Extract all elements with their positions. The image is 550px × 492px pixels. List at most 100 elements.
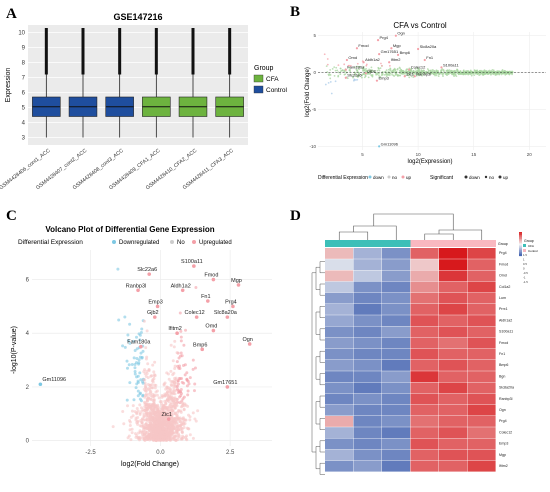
panel-c-point [151,392,155,396]
panel-b-point [377,66,380,69]
panel-c-point [151,427,155,431]
panel-b-labeled-point [440,66,443,69]
panel-d-heat-cell [439,292,468,304]
panel-b-point [371,69,373,71]
panel-c-point [171,359,175,363]
panel-c-point [123,315,127,319]
panel-b-point [368,70,371,73]
panel-d-heat-cell [353,292,382,304]
panel-c-point [138,430,142,434]
panel-c-y-tick-label: 0 [26,439,30,445]
panel-c-point [137,358,141,362]
panel-b-point [456,72,459,75]
panel-d-heat-cell [325,348,354,360]
panel-b-y-tick-label: 0 [313,70,316,75]
panel-b-legend-sig-down: down [469,175,480,180]
panel-c-point [133,410,137,414]
panel-c-labeled-point [211,328,216,333]
panel-c-point [157,396,161,400]
panel-d-heat-cell [325,427,354,438]
panel-c-point [128,424,132,428]
panel-d-heat-cell [353,427,382,438]
panel-c-point [151,380,155,384]
panel-d-heat-cell [382,248,411,259]
panel-b-point [385,75,388,78]
panel-c-point [131,404,135,408]
panel-c-point [137,362,141,366]
panel-d-heat-cell [410,292,439,304]
panel-c-point [142,432,146,436]
panel-c-point [152,436,156,440]
panel-b-y-tick-label: -10 [309,144,316,149]
panel-b-point [360,76,363,79]
panel-d-row-label: Prrx1 [499,307,508,311]
panel-c-point [143,383,147,387]
panel-b-point [370,70,373,73]
panel-c-point [185,434,189,438]
panel-c-point [176,364,180,368]
panel-b-point [430,70,432,73]
panel-d-scale-bar [519,238,522,240]
panel-c-point [146,362,150,366]
panel-d-heat-cell [410,449,439,461]
panel-c-point [180,429,184,433]
panel-c-point [154,383,158,387]
panel-d-heat-cell [325,292,354,304]
panel-d-heat-cell [382,382,411,394]
panel-d-heat-cell [467,259,496,270]
panel-b-point [401,70,404,73]
panel-c-point [165,385,169,389]
panel-d-heat-cell [353,259,382,270]
panel-d-heat-cell [467,393,496,405]
panel-b-points [318,53,546,95]
panel-c-point [185,371,189,375]
panel-c-point [179,335,183,339]
panel-b-point [348,69,351,71]
panel-b-point [328,73,331,75]
panel-c-point [160,395,164,399]
panel-c-point [122,422,126,426]
panel-c-labeled-point [136,288,140,293]
panel-b-gene-label: Fam180a [347,65,365,70]
panel-c-point [163,417,167,421]
panel-d-row-label: Aldh1a2 [499,318,512,322]
panel-c-gene-label: Aldh1a2 [171,283,191,289]
panel-c-labeled-point [206,299,210,303]
panel-c-point [170,426,174,430]
panel-d-legend-swatch-control [523,249,526,252]
panel-b-point [463,70,465,73]
panel-c-point [179,329,183,333]
panel-b-x-tick-label: 10 [416,152,422,157]
panel-c-point [135,347,139,351]
panel-d-scale-bar [519,243,522,245]
panel-b-point [469,71,472,74]
panel-c-point [168,421,172,425]
panel-b-point [414,67,417,70]
panel-d-heat-cell [439,248,468,259]
panel-c-point [160,402,164,406]
panel-b-point [445,70,448,72]
panel-b-point [421,74,423,77]
panel-c-point [146,414,150,418]
panel-c-point [130,409,134,413]
panel-b-legend-sig-dot-up [498,175,502,179]
panel-c-point [164,387,168,391]
panel-c-point [149,433,153,437]
panel-d-heat-cell [439,348,468,360]
panel-b-point [364,75,367,77]
panel-d-group-cell [382,240,411,247]
panel-c-point [126,404,130,408]
panel-b-point [372,70,375,72]
panel-d-heat-cell [410,326,439,338]
panel-d-heat-cell [353,449,382,461]
panel-c-point [133,369,137,373]
panel-d-row-label: Lum [499,296,506,300]
panel-b-point [406,74,409,76]
panel-b-point [337,71,340,74]
panel-b-labeled-point [345,58,349,62]
panel-c-point [134,386,138,390]
panel-c-point [131,339,135,343]
panel-b-point [453,75,455,78]
panel-d-heat-cell [353,315,382,326]
panel-c-gene-label: Mgp [231,278,242,284]
